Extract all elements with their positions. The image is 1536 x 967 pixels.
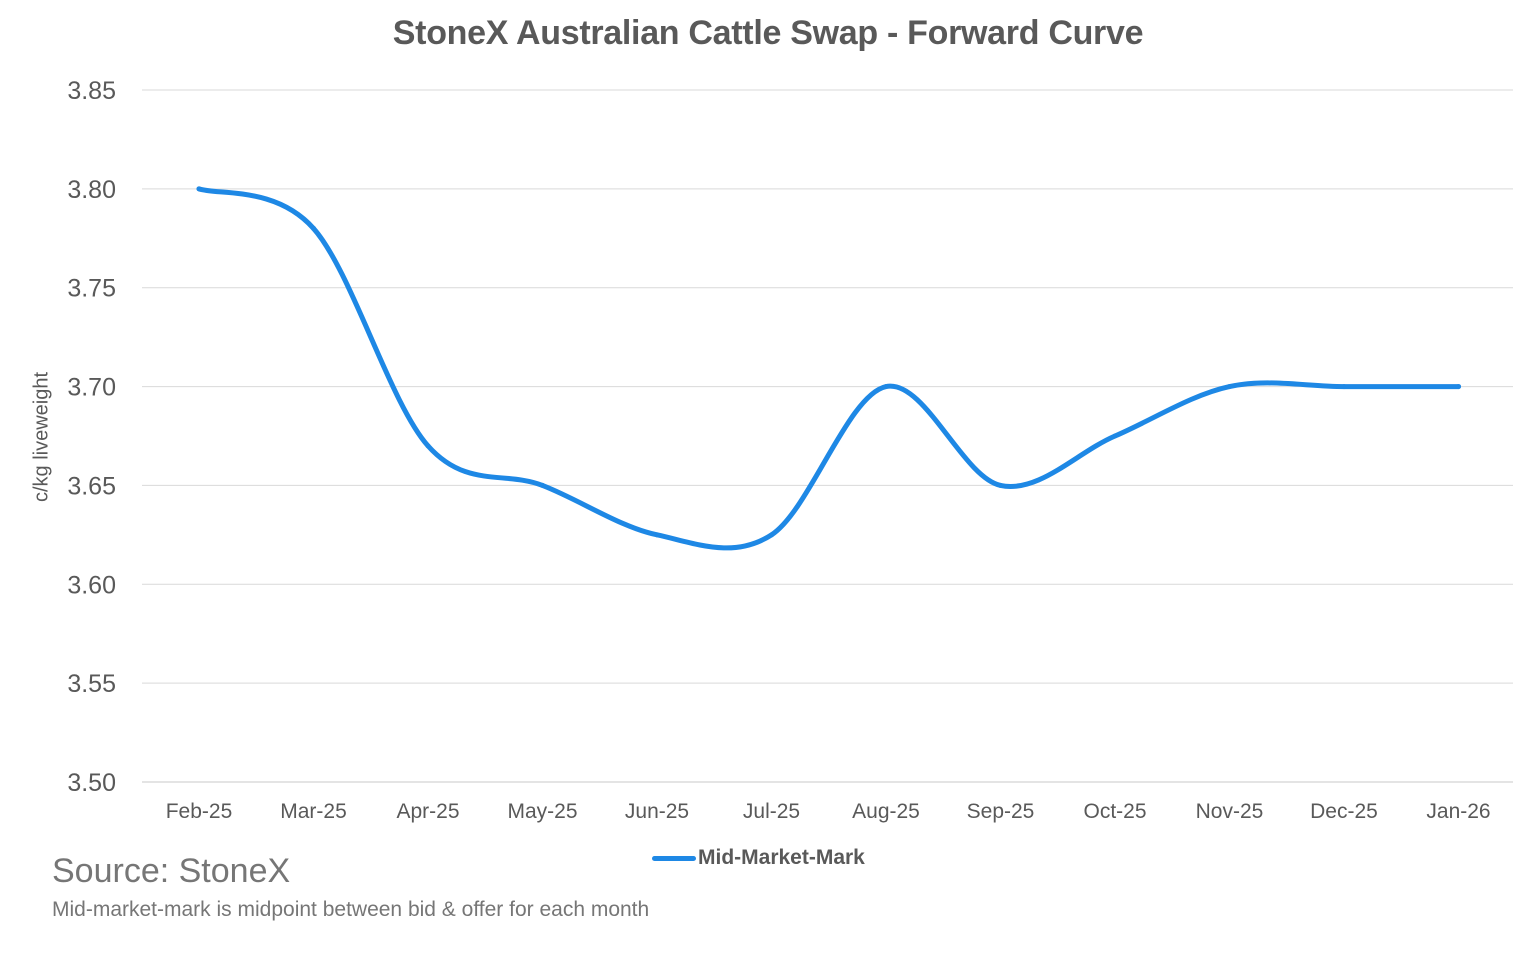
- y-tick-label: 3.65: [67, 472, 116, 500]
- data-point: [1227, 384, 1232, 390]
- data-point: [654, 532, 660, 538]
- data-point: [769, 532, 774, 538]
- y-tick-labels: 3.50 3.55 3.60 3.65 3.70 3.75 3.80 3.85: [67, 77, 116, 797]
- x-tick-label: Sep-25: [967, 800, 1035, 823]
- series-line-mid-market-mark: [196, 186, 1461, 551]
- source-text: Source: StoneX: [52, 852, 291, 890]
- data-point: [998, 482, 1003, 488]
- legend-swatch: [652, 855, 696, 861]
- data-point: [1112, 433, 1118, 439]
- data-point: [425, 443, 431, 449]
- x-tick-label: May-25: [507, 800, 577, 823]
- x-tick-label: Aug-25: [852, 800, 920, 823]
- x-tick-label: Jan-26: [1426, 800, 1490, 823]
- y-tick-label: 3.80: [67, 176, 116, 204]
- legend: Mid-Market-Mark: [652, 844, 865, 872]
- y-tick-label: 3.60: [67, 571, 116, 599]
- x-tick-label: Oct-25: [1083, 800, 1146, 823]
- data-point: [311, 225, 316, 231]
- data-point: [1341, 384, 1347, 390]
- y-tick-label: 3.70: [67, 374, 116, 402]
- gridlines: [142, 89, 1513, 783]
- x-tick-label: Jun-25: [625, 800, 689, 823]
- y-tick-label: 3.75: [67, 275, 116, 303]
- x-tick-label: Feb-25: [166, 800, 233, 823]
- data-point: [1456, 384, 1461, 390]
- x-tick-labels: Feb-25 Mar-25 Apr-25 May-25 Jun-25 Jul-25 Aug-…: [166, 800, 1491, 823]
- chart-title: StoneX Australian Cattle Swap - Forward …: [392, 14, 1144, 52]
- y-tick-label: 3.55: [67, 670, 116, 698]
- data-point: [540, 482, 545, 488]
- x-tick-label: Jul-25: [743, 800, 800, 823]
- legend-label: Mid-Market-Mark: [698, 846, 865, 869]
- y-tick-label: 3.50: [67, 769, 116, 797]
- data-point: [883, 384, 889, 390]
- x-tick-label: Nov-25: [1196, 800, 1264, 823]
- x-tick-label: Apr-25: [396, 800, 459, 823]
- x-tick-label: Mar-25: [280, 800, 347, 823]
- y-tick-label: 3.85: [67, 77, 116, 105]
- data-point: [196, 186, 202, 192]
- series-lines: [196, 186, 1461, 551]
- footnote-text: Mid-market-mark is midpoint between bid …: [52, 898, 650, 921]
- x-tick-label: Dec-25: [1310, 800, 1378, 823]
